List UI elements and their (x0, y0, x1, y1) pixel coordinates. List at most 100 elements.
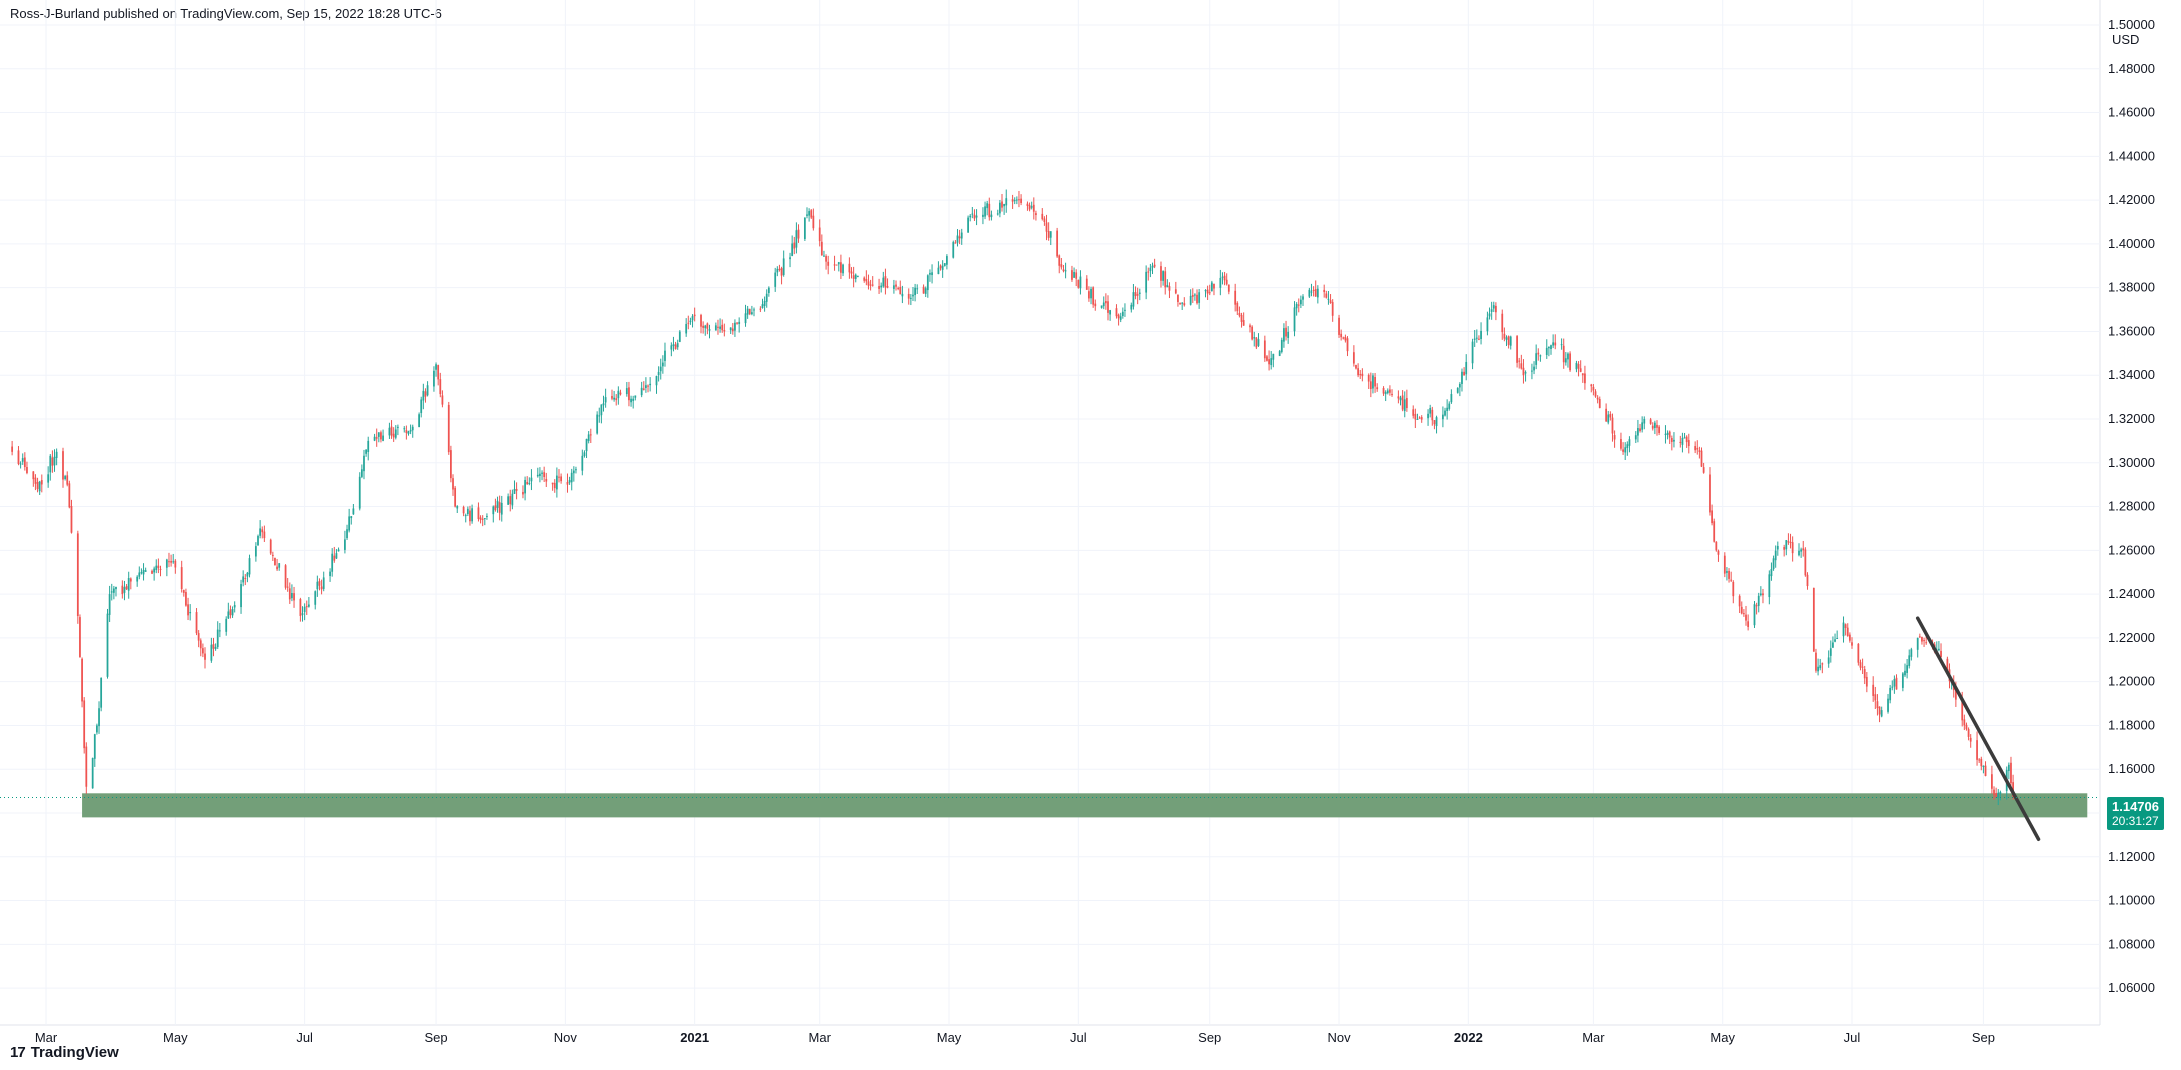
bearish-candle (1965, 722, 1968, 731)
candle-body (1963, 719, 1966, 726)
candle-body (676, 343, 679, 348)
bullish-candle (210, 637, 213, 663)
candle-body (1673, 439, 1675, 442)
candle-body (1804, 549, 1807, 576)
candle-body (869, 284, 872, 286)
bearish-candle (1787, 533, 1790, 545)
bullish-candle (909, 294, 912, 306)
candle-body (494, 505, 497, 511)
candle-body (731, 328, 734, 332)
candle-body (1397, 396, 1400, 399)
bearish-candle (1732, 580, 1735, 604)
candle-body (76, 533, 79, 616)
candle-body (1715, 541, 1718, 551)
bearish-candle (40, 474, 43, 493)
candle-body (127, 578, 130, 591)
bearish-candle (717, 319, 719, 335)
candle-body (388, 427, 391, 436)
bullish-candle (496, 496, 499, 513)
bearish-candle (1622, 442, 1624, 455)
bearish-candle (1359, 369, 1362, 379)
candle-body (1346, 338, 1349, 352)
bullish-candle (373, 433, 376, 442)
candle-body (1221, 276, 1224, 278)
bullish-candle (259, 520, 262, 539)
time-tick-label: Mar (35, 1030, 58, 1045)
candle-body (331, 553, 334, 572)
candle-body (960, 232, 963, 239)
bearish-candle (157, 558, 160, 574)
candle-body (254, 546, 257, 557)
candle-body (185, 592, 187, 606)
bearish-candle (1463, 367, 1465, 376)
candle-body (1509, 336, 1512, 346)
bullish-candle (583, 450, 586, 458)
candle-body (1626, 444, 1629, 449)
bearish-candle (1991, 765, 1993, 794)
candle-body (81, 658, 83, 702)
candle-body (1386, 390, 1389, 394)
bullish-candle (216, 621, 219, 649)
candle-body (1550, 345, 1552, 349)
bullish-candle (789, 252, 791, 268)
candle-body (1325, 293, 1328, 298)
bullish-candle (657, 366, 660, 382)
candle-body (738, 321, 741, 325)
bullish-candle (753, 307, 755, 317)
price-axis[interactable]: USD 1.060001.080001.100001.120001.140001… (2108, 17, 2155, 995)
candle-body (1628, 439, 1631, 446)
bearish-candle (125, 584, 128, 590)
bullish-candle (1916, 637, 1919, 658)
bullish-candle (1774, 545, 1777, 568)
candle-body (1577, 364, 1580, 369)
candle-body (1198, 292, 1201, 303)
candle-body (424, 391, 427, 397)
bullish-candle (539, 467, 541, 483)
candle-body (38, 481, 41, 492)
candle-body (1136, 294, 1139, 296)
bearish-candle (850, 267, 853, 279)
candle-body (1088, 291, 1090, 299)
candle-body (1791, 542, 1794, 554)
bearish-candle (1963, 714, 1966, 731)
candle-body (1846, 627, 1849, 637)
bearish-candle (1501, 309, 1504, 340)
candle-body (1213, 283, 1215, 289)
tradingview-logo[interactable]: 17 TradingView (10, 1044, 119, 1061)
time-tick-label: Jul (296, 1030, 313, 1045)
candle-body (1035, 213, 1037, 216)
bullish-candle (842, 263, 844, 277)
bearish-candle (642, 381, 645, 391)
bearish-candle (1071, 265, 1073, 282)
bearish-candle (863, 276, 866, 283)
candle-body (1251, 326, 1254, 340)
bearish-candle (1160, 261, 1162, 288)
bearish-candle (1687, 433, 1690, 454)
bearish-candle (1503, 327, 1506, 342)
candle-body (1980, 758, 1983, 767)
bullish-candle (233, 601, 236, 613)
price-tick-label: 1.38000 (2108, 280, 2155, 295)
bearish-candle (299, 597, 302, 622)
bearish-candle (405, 425, 408, 440)
candle-body (1405, 398, 1408, 409)
candle-body (1486, 317, 1489, 332)
candle-body (856, 275, 859, 277)
bearish-candle (1401, 390, 1404, 412)
candle-body (337, 549, 340, 552)
bearish-candle (36, 477, 39, 493)
bearish-candle (1815, 648, 1817, 673)
candle-body (426, 385, 429, 396)
bullish-candle (581, 449, 584, 476)
time-axis[interactable]: Mar May Jul Sep Nov 2021 Mar May Jul Sep Nov 2022 Ma… (35, 1030, 1995, 1045)
bearish-candle (1821, 662, 1824, 674)
bullish-candle (882, 271, 885, 288)
bearish-candle (1562, 338, 1565, 369)
bearish-candle (1342, 336, 1345, 340)
candle-body (1757, 595, 1760, 606)
candle-body (854, 274, 857, 279)
candle-body (1121, 311, 1124, 317)
candle-body (1624, 447, 1627, 453)
bearish-candle (1609, 411, 1612, 421)
